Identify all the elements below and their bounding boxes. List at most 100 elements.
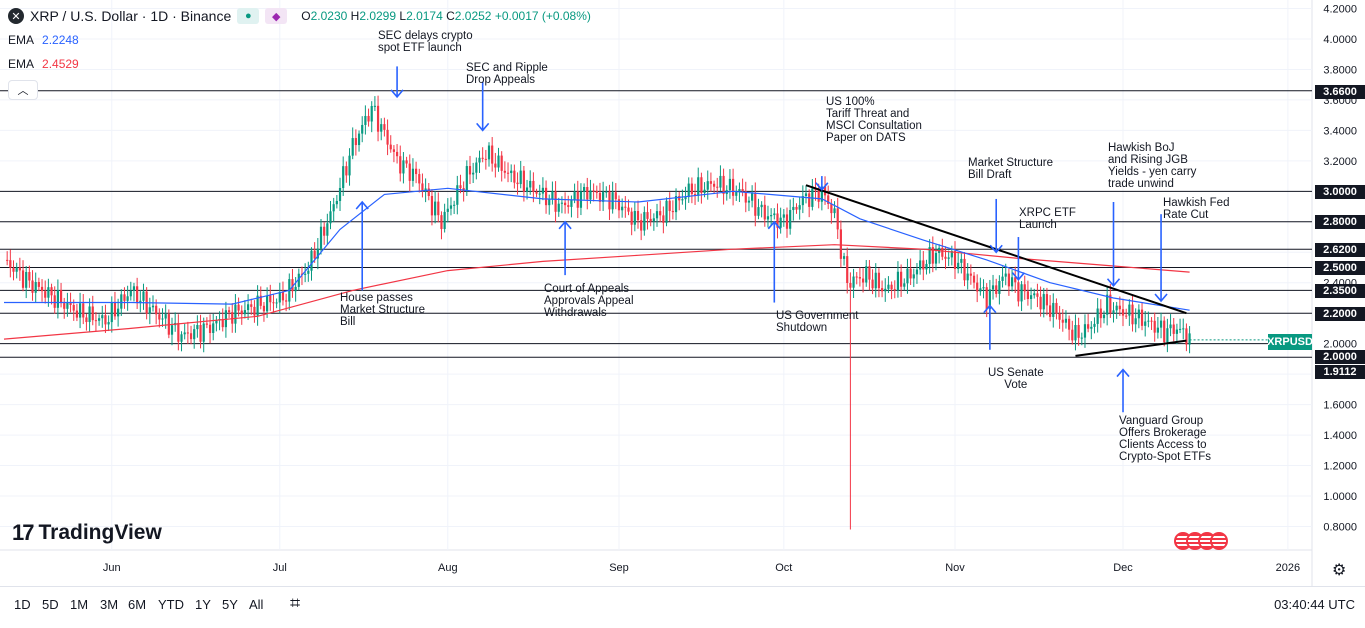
candle-body [1182,328,1185,330]
candle-body [186,332,189,334]
candle-body [69,302,72,306]
candle-body [934,253,938,264]
candle-body [75,310,79,318]
us-flag-icon [1210,532,1228,550]
candle-body [922,260,925,270]
candle-body [668,200,671,211]
candle-body [728,178,732,191]
candle-body [640,220,643,231]
level-tag-1911: 1.9112 [1315,365,1365,379]
candle-body [25,272,28,288]
candle-body [227,310,231,313]
candle-body [1007,273,1010,287]
range-1y[interactable]: 1Y [195,597,211,612]
y-tick-label: 2.0000 [1323,339,1357,351]
range-ytd[interactable]: YTD [158,597,184,612]
candle-body [1001,276,1004,281]
candle-body [12,267,15,272]
candle-body [636,211,640,221]
price-chart[interactable]: 0.80001.00001.20001.40001.60001.80002.00… [0,0,1365,586]
candle-body [98,318,101,321]
candle-body [402,160,405,174]
candle-body [893,289,896,291]
range-5d[interactable]: 5D [42,597,59,612]
candle-body [957,262,960,270]
candle-body [205,323,208,325]
tradingview-logo[interactable]: 17 TradingView [12,520,162,545]
candle-body [1178,328,1182,330]
candle-body [833,208,836,214]
candle-body [66,302,69,309]
symbol-price-label: XRPUSD [1267,334,1313,350]
candle-body [21,270,25,288]
candle-body [538,193,541,195]
candle-body [1096,308,1099,324]
utc-clock[interactable]: 03:40:44 UTC [1274,597,1355,612]
share-icon[interactable]: ◆ [265,8,288,24]
candle-body [909,268,912,279]
candle-body [836,208,839,230]
ema-slow-legend[interactable]: EMA 2.4529 [8,57,79,71]
range-all[interactable]: All [249,597,264,612]
candle-body [142,291,145,301]
candle-body [652,218,655,222]
candle-body [18,267,21,271]
candle-body [196,324,199,330]
candle-body [164,314,167,319]
candle-body [903,283,906,287]
candle-body [453,204,456,206]
range-5y[interactable]: 5Y [222,597,238,612]
x-tick-label: Jul [273,562,287,574]
candle-body [573,191,576,200]
x-tick-label: Sep [609,562,629,574]
candle-body [478,157,481,163]
candle-body [297,273,300,287]
candle-body [655,211,659,219]
y-tick-label: 1.4000 [1323,430,1357,442]
candle-body [351,138,354,156]
date-range-calendar-icon[interactable]: ⌗ [290,593,301,613]
candle-body [779,217,782,228]
symbol-title[interactable]: XRP / U.S. Dollar · 1D · Binance [30,8,232,24]
range-3m[interactable]: 3M [100,597,119,612]
candle-body [15,267,18,272]
candle-body [278,292,281,303]
range-1m[interactable]: 1M [70,597,89,612]
candle-body [139,300,142,304]
candle-body [155,305,158,315]
candle-body [795,206,798,210]
candle-body [1109,294,1112,313]
candle-body [1080,337,1083,339]
candle-body [78,303,82,318]
candle-body [976,282,979,292]
candle-body [592,190,595,192]
chart-settings-gear-icon[interactable]: ⚙ [1332,562,1347,579]
candle-body [766,216,770,220]
candle-body [735,191,738,196]
ema-fast-legend[interactable]: EMA 2.2248 [8,33,79,47]
candle-body [678,195,681,201]
candle-body [925,263,928,270]
candle-body [1163,320,1166,343]
economic-events-flags[interactable] [1174,532,1228,550]
candle-body [50,287,53,296]
collapse-legend-button[interactable]: ︿ [8,80,38,100]
candle-body [763,204,766,220]
bottom-toolbar: 1D 5D 1M 3M 6M YTD 1Y 5Y All ⌗ 03:40:44 … [0,586,1365,628]
level-tag-2350: 2.3500 [1315,284,1365,298]
market-open-icon[interactable]: ● [237,8,260,24]
annotation-arrowhead [1154,293,1168,303]
range-1d[interactable]: 1D [14,597,31,612]
candle-body [595,190,598,193]
annotation-vanguard: Vanguard Group Offers Brokerage Clients … [1119,415,1212,463]
candle-body [88,306,91,323]
y-tick-label: 4.2000 [1323,4,1357,16]
candle-body [129,290,132,297]
candle-body [674,195,678,213]
candle-body [906,268,909,284]
candle-body [262,305,266,312]
candle-body [37,282,40,287]
candle-body [316,248,319,259]
candle-body [1087,324,1090,329]
range-6m[interactable]: 6M [128,597,147,612]
